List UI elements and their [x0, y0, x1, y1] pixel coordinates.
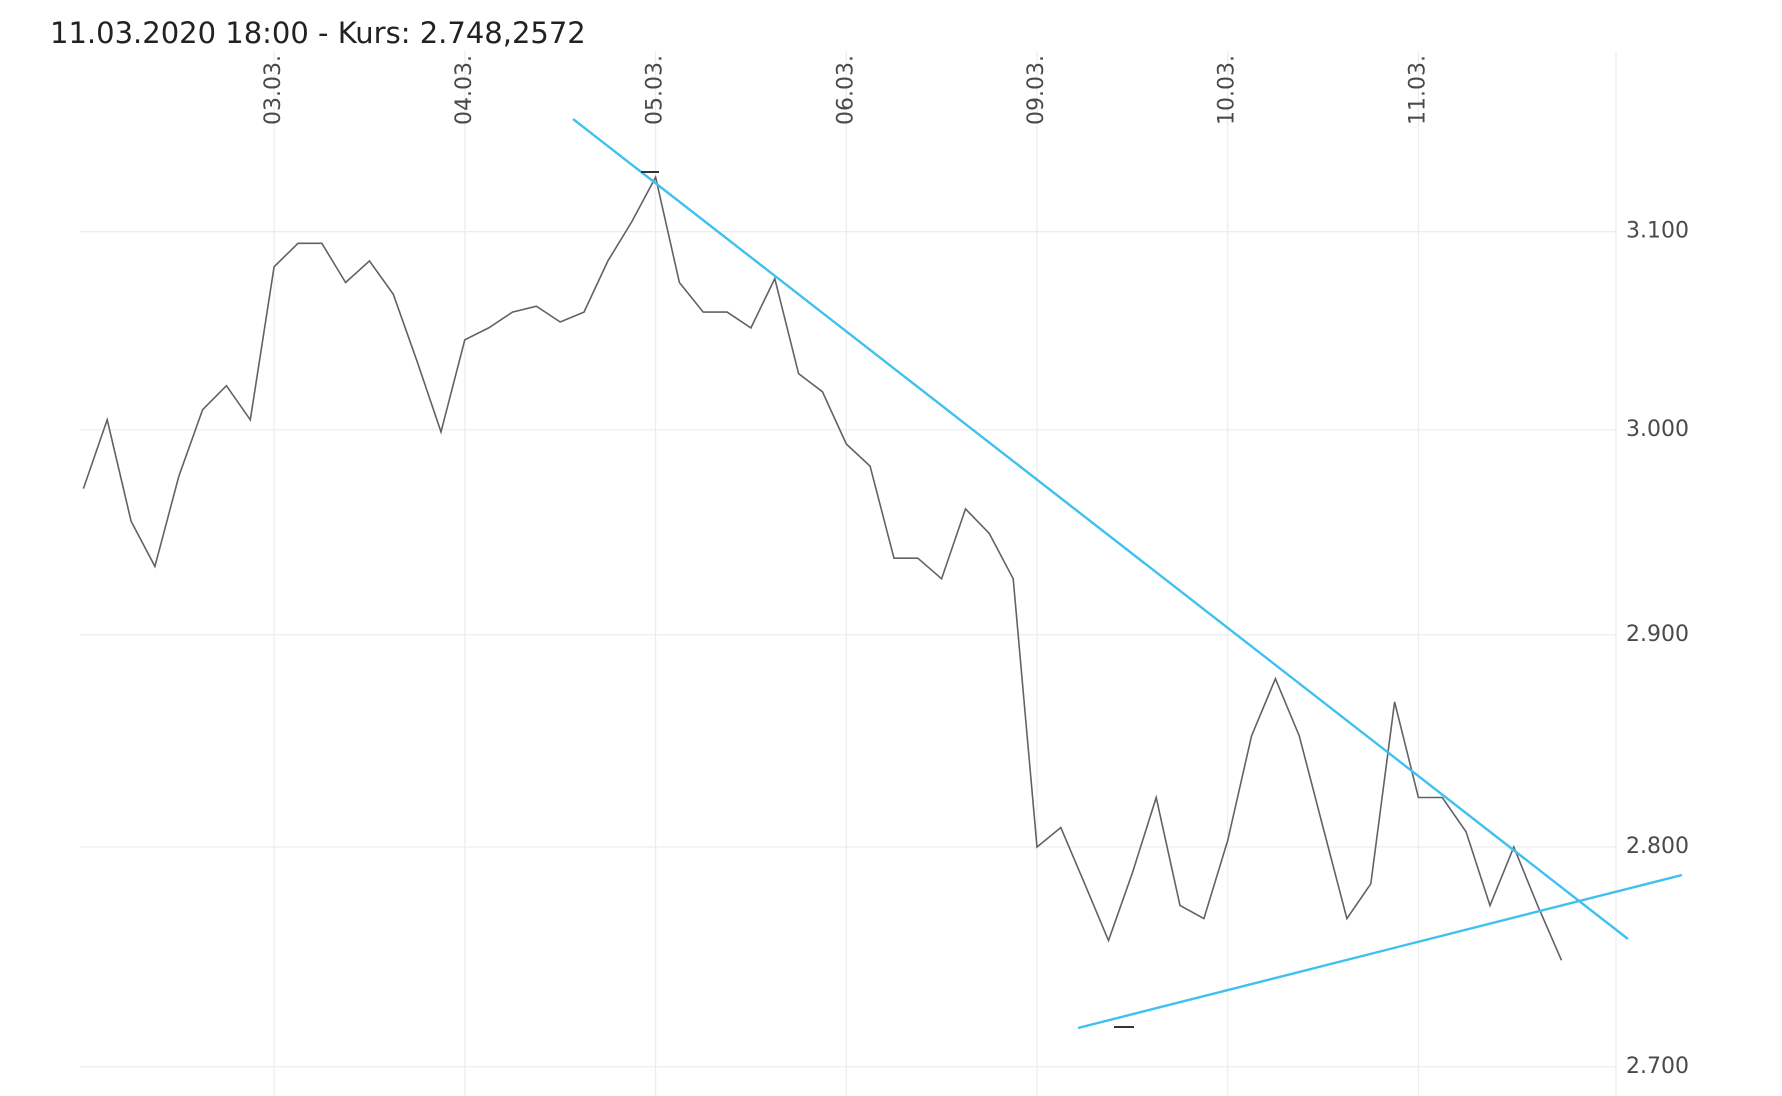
y-tick-label: 2.700 [1626, 1054, 1689, 1079]
y-tick-label: 3.000 [1626, 417, 1689, 442]
x-tick-label: 06.03. [833, 55, 858, 125]
x-tick-label: 09.03. [1024, 55, 1049, 125]
y-tick-label: 2.900 [1626, 622, 1689, 647]
trend-line [1077, 873, 1683, 1030]
x-tick-label: 05.03. [643, 55, 668, 125]
x-tick-label: 04.03. [452, 55, 477, 125]
x-tick-label: 11.03. [1405, 55, 1430, 125]
plot: 2.700 2.800 2.900 3.000 3.100 03.03. 04.03. 05.… [80, 51, 1689, 1096]
price-line [82, 174, 1563, 961]
trend-line [572, 118, 1629, 940]
x-tick-label: 10.03. [1215, 55, 1240, 125]
y-tick-label: 2.800 [1626, 834, 1689, 859]
chart-title: 11.03.2020 18:00 - Kurs: 2.748,2572 [50, 16, 586, 50]
y-tick-label: 3.100 [1626, 219, 1689, 244]
x-tick-label: 03.03. [261, 55, 286, 125]
